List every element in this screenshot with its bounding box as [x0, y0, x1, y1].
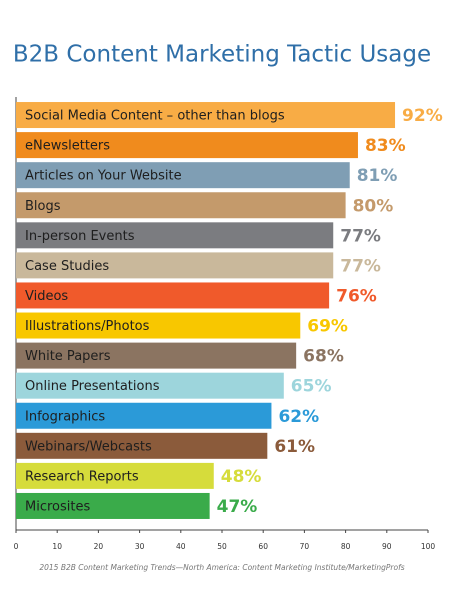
bar — [16, 132, 358, 159]
value-label: 83% — [365, 136, 406, 156]
bar-label: Articles on Your Website — [25, 169, 182, 184]
bar-label: Illustrations/Photos — [25, 319, 150, 334]
bar — [16, 372, 284, 399]
value-label: 76% — [336, 286, 377, 306]
bar — [16, 222, 334, 249]
x-tick-label: 20 — [94, 542, 104, 551]
bar-label: Infographics — [25, 409, 105, 424]
x-tick-label: 80 — [341, 542, 351, 551]
bar-label: Microsites — [25, 499, 90, 514]
value-label: 77% — [340, 256, 381, 276]
value-label: 92% — [402, 106, 443, 126]
bar — [16, 462, 214, 489]
value-label: 62% — [278, 407, 319, 427]
bar — [16, 192, 346, 219]
x-tick-label: 70 — [300, 542, 310, 551]
bar — [16, 162, 350, 189]
x-tick-label: 50 — [217, 542, 227, 551]
bar-label: In-person Events — [25, 229, 135, 244]
bar — [16, 402, 272, 429]
value-label: 61% — [274, 437, 315, 457]
bar — [16, 492, 210, 519]
bar-label: White Papers — [25, 349, 111, 364]
x-tick-label: 0 — [14, 542, 19, 551]
x-tick-label: 90 — [382, 542, 392, 551]
bar-label: Online Presentations — [25, 379, 160, 394]
value-label: 47% — [217, 497, 258, 517]
bar-label: Webinars/Webcasts — [25, 439, 152, 454]
value-label: 77% — [340, 226, 381, 246]
bar — [16, 282, 330, 309]
value-label: 81% — [357, 166, 398, 186]
bar — [16, 252, 334, 279]
bar-label: Research Reports — [25, 469, 139, 484]
x-tick-label: 40 — [176, 542, 186, 551]
bar — [16, 312, 301, 339]
value-label: 48% — [221, 467, 262, 487]
value-label: 65% — [291, 377, 332, 397]
bar-label: Social Media Content – other than blogs — [25, 109, 285, 124]
x-tick-label: 100 — [421, 542, 436, 551]
value-label: 68% — [303, 347, 344, 367]
x-tick-label: 30 — [135, 542, 145, 551]
value-label: 80% — [353, 196, 394, 216]
chart-title: B2B Content Marketing Tactic Usage — [13, 42, 431, 68]
bar-label: Case Studies — [25, 259, 109, 274]
bar-label: eNewsletters — [25, 139, 110, 154]
bar — [16, 102, 396, 129]
bar-label: Blogs — [25, 199, 61, 214]
x-tick-label: 60 — [258, 542, 268, 551]
bar-label: Videos — [25, 289, 68, 304]
source-note: 2015 B2B Content Marketing Trends—North … — [39, 563, 404, 572]
bar — [16, 432, 268, 459]
x-tick-label: 10 — [52, 542, 62, 551]
value-label: 69% — [307, 317, 348, 337]
bar — [16, 342, 297, 369]
